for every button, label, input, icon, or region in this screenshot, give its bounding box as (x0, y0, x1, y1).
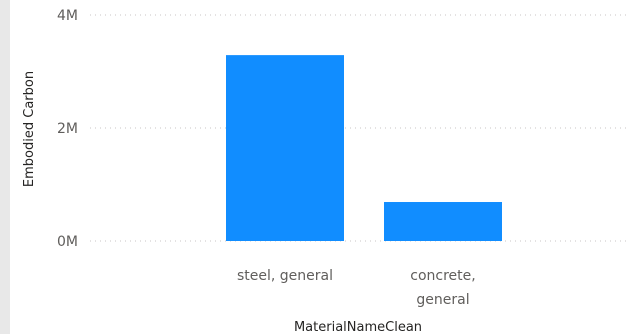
x-axis-title: MaterialNameClean (294, 320, 422, 334)
y-axis-title: Embodied Carbon (22, 71, 37, 187)
y-tick-label: 0M (57, 234, 78, 250)
bar[interactable] (226, 55, 344, 241)
panel-edge (0, 0, 10, 334)
bars (226, 55, 502, 241)
gridlines (90, 14, 628, 242)
y-tick-label: 2M (57, 121, 78, 137)
bar[interactable] (384, 202, 502, 241)
x-tick-label: concrete, general (410, 268, 475, 308)
y-tick-label: 4M (57, 8, 78, 24)
x-axis-categories: steel, general concrete, general (237, 268, 476, 308)
y-axis-ticks: 0M 2M 4M (57, 8, 78, 250)
x-tick-label: steel, general (237, 268, 333, 284)
